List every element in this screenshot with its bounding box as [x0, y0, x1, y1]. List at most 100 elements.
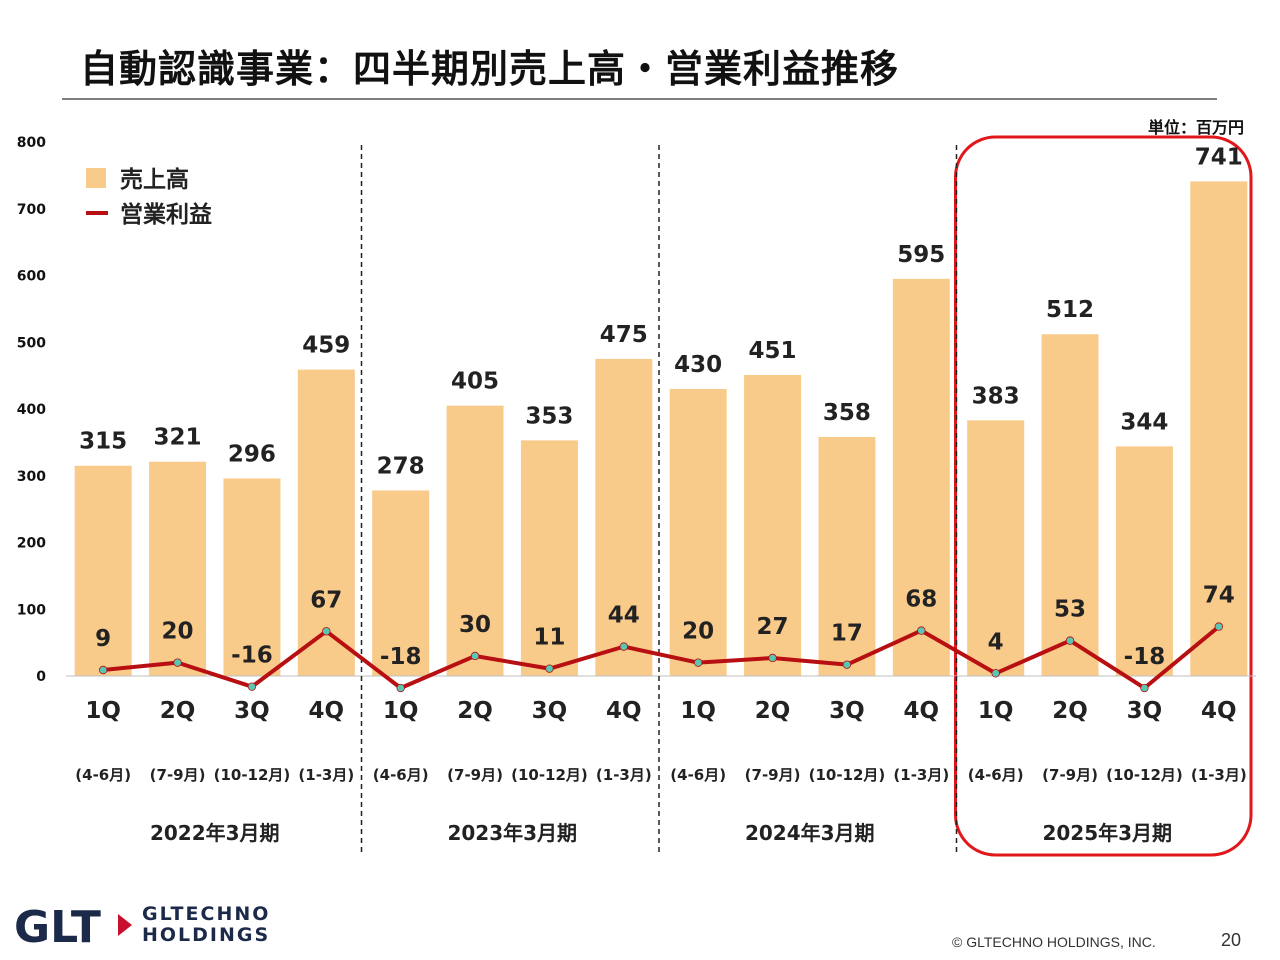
y-tick-label: 200 — [17, 536, 46, 552]
x-period-label: (10-12月) — [511, 766, 588, 784]
operating-profit-value-label: 74 — [1203, 583, 1235, 609]
x-period-label: (1-3月) — [893, 766, 949, 784]
revenue-value-label: 344 — [1120, 409, 1168, 435]
legend-profit-label: 営業利益 — [120, 201, 212, 228]
x-category-label: 4Q — [606, 698, 642, 724]
operating-profit-point — [396, 683, 405, 693]
operating-profit-point — [842, 660, 852, 669]
operating-profit-value-label: 4 — [988, 629, 1004, 655]
fiscal-year-label: 2023年3月期 — [447, 821, 577, 845]
operating-profit-point — [173, 658, 182, 667]
operating-profit-value-label: 27 — [757, 614, 789, 640]
revenue-value-label: 383 — [972, 383, 1020, 409]
operating-profit-line — [102, 625, 1221, 691]
x-category-label: 1Q — [680, 698, 716, 724]
operating-profit-value-label: 20 — [162, 619, 194, 645]
revenue-bar — [446, 405, 504, 676]
x-category-label: 2Q — [457, 698, 493, 724]
x-category-label: 1Q — [978, 698, 1014, 724]
logo-line-1: GLTECHNO — [142, 903, 271, 925]
revenue-bar — [520, 440, 578, 676]
x-period-label: (4-6月) — [75, 766, 131, 784]
operating-profit-value-label: 44 — [608, 603, 640, 629]
legend-revenue-swatch — [86, 168, 106, 188]
revenue-value-label: 296 — [228, 441, 276, 467]
operating-profit-point — [768, 653, 777, 663]
logo-triangle-icon — [118, 914, 132, 936]
x-period-label: (4-6月) — [373, 766, 429, 784]
y-tick-label: 100 — [17, 602, 46, 618]
revenue-value-label: 595 — [897, 242, 945, 268]
operating-profit-value-label: 68 — [905, 587, 937, 613]
revenue-value-label: 315 — [79, 429, 127, 455]
x-category-label: 4Q — [904, 698, 940, 724]
x-category-label: 3Q — [1127, 698, 1163, 724]
y-tick-label: 600 — [17, 269, 46, 285]
y-tick-label: 0 — [36, 669, 46, 685]
x-category-label: 1Q — [383, 698, 419, 724]
operating-profit-point — [247, 682, 257, 691]
x-category-label: 4Q — [309, 698, 345, 724]
x-period-label: (7-9月) — [150, 766, 206, 784]
x-period-label: (1-3月) — [596, 766, 652, 784]
y-tick-label: 300 — [17, 469, 46, 485]
revenue-bar — [595, 358, 653, 676]
revenue-bar — [1115, 446, 1173, 676]
x-period-label: (10-12月) — [214, 766, 291, 784]
highlight-box — [954, 135, 1253, 857]
operating-profit-point — [1214, 622, 1224, 631]
revenue-value-label: 278 — [377, 453, 425, 479]
x-period-label: (10-12月) — [1106, 766, 1183, 784]
logo-mark-text: GLT — [14, 902, 101, 948]
revenue-value-label: 353 — [525, 403, 573, 429]
x-period-label: (7-9月) — [745, 766, 801, 784]
x-period-label: (4-6月) — [968, 766, 1024, 784]
revenue-bar — [149, 461, 207, 676]
y-tick-label: 800 — [17, 135, 46, 151]
revenue-value-label: 512 — [1046, 297, 1094, 323]
revenue-value-label: 451 — [749, 338, 797, 364]
operating-profit-value-label: -16 — [231, 643, 273, 669]
operating-profit-point — [322, 627, 331, 636]
operating-profit-point — [1140, 683, 1149, 693]
operating-profit-value-label: 17 — [831, 621, 863, 647]
x-category-label: 2Q — [755, 698, 791, 724]
revenue-bar — [297, 369, 355, 676]
operating-profit-point — [991, 669, 1000, 678]
revenue-value-label: 405 — [451, 369, 499, 395]
copyright: © GLTECHNO HOLDINGS, INC. — [952, 934, 1156, 950]
page-title: 自動認識事業：四半期別売上高・営業利益推移 — [80, 47, 900, 91]
revenue-bar — [892, 278, 950, 676]
fiscal-year-label: 2022年3月期 — [150, 821, 280, 845]
revenue-bar — [967, 420, 1025, 676]
operating-profit-value-label: -18 — [1124, 644, 1166, 670]
fiscal-year-label: 2024年3月期 — [745, 821, 875, 845]
revenue-value-label: 475 — [600, 322, 648, 348]
y-tick-label: 700 — [17, 202, 46, 218]
operating-profit-value-label: 11 — [533, 625, 565, 651]
operating-profit-value-label: 9 — [95, 626, 111, 652]
operating-profit-point — [470, 651, 480, 661]
glt-logo-icon: GLT — [14, 902, 132, 948]
x-category-label: 2Q — [1052, 698, 1088, 724]
page-number: 20 — [1221, 930, 1242, 950]
unit-label: 単位：百万円 — [1147, 118, 1244, 137]
operating-profit-point — [619, 642, 629, 651]
x-category-label: 3Q — [234, 698, 270, 724]
x-category-label: 1Q — [85, 698, 121, 724]
logo-wordmark: GLTECHNO HOLDINGS — [142, 904, 270, 946]
revenue-bar — [74, 465, 132, 676]
revenue-value-label: 358 — [823, 400, 871, 426]
y-tick-label: 400 — [17, 402, 46, 418]
operating-profit-value-label: 53 — [1054, 597, 1086, 623]
operating-profit-point — [545, 664, 554, 673]
revenue-bar — [744, 374, 802, 676]
x-category-label: 4Q — [1201, 698, 1237, 724]
operating-profit-value-label: 67 — [310, 587, 342, 613]
revenue-bar — [1041, 334, 1099, 676]
x-period-label: (7-9月) — [447, 766, 503, 784]
x-period-label: (1-3月) — [1191, 766, 1247, 784]
revenue-bar — [223, 478, 281, 676]
revenue-bar — [372, 490, 430, 676]
